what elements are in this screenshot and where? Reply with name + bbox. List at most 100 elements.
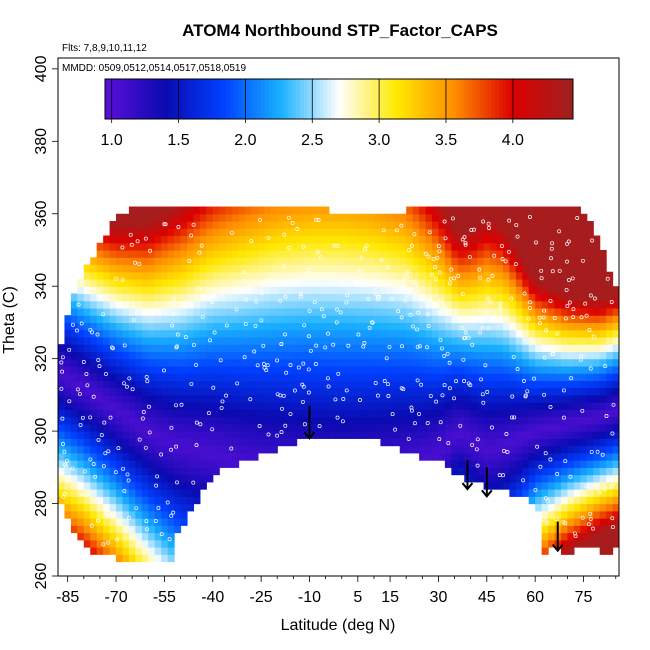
heatmap-cell — [309, 293, 317, 302]
heatmap-cell — [238, 394, 246, 403]
heatmap-cell — [167, 344, 175, 353]
heatmap-cell — [399, 213, 407, 222]
heatmap-cell — [167, 286, 175, 295]
heatmap-cell — [502, 257, 510, 266]
heatmap-cell — [206, 351, 214, 360]
heatmap-cell — [373, 278, 382, 287]
heatmap-cell — [406, 351, 414, 360]
heatmap-cell — [432, 235, 440, 244]
heatmap-cell — [354, 402, 362, 410]
heatmap-cell — [580, 257, 588, 266]
heatmap-cell — [612, 344, 619, 353]
observation-point — [67, 399, 72, 404]
heatmap-cell — [161, 373, 169, 381]
heatmap-cell — [322, 336, 330, 345]
heatmap-cell — [245, 344, 253, 353]
heatmap-cell — [515, 402, 523, 410]
observation-point — [279, 430, 284, 435]
heatmap-cell — [599, 402, 607, 410]
heatmap-cell — [83, 380, 91, 389]
heatmap-cell — [386, 423, 394, 432]
observation-point — [306, 367, 311, 372]
heatmap-cell — [225, 307, 233, 316]
heatmap-cell — [180, 489, 188, 497]
heatmap-cell — [257, 351, 265, 360]
heatmap-cell — [522, 452, 530, 461]
heatmap-cell — [567, 206, 575, 215]
heatmap-cell — [438, 242, 446, 251]
heatmap-cell — [573, 539, 581, 548]
observation-point — [246, 286, 251, 290]
observation-point — [141, 410, 146, 414]
heatmap-cell — [186, 394, 195, 403]
observation-point — [191, 222, 196, 227]
colorbar-segment — [136, 79, 141, 119]
colorbar-tick-label: 2.5 — [301, 132, 323, 149]
heatmap-cell — [393, 242, 401, 251]
colorbar-segment — [440, 79, 445, 119]
heatmap-cell — [206, 242, 214, 251]
heatmap-cell — [109, 503, 117, 512]
heatmap-cell — [199, 431, 207, 439]
heatmap-cell — [322, 257, 330, 266]
heatmap-cell — [335, 373, 343, 381]
heatmap-cell — [174, 315, 182, 324]
heatmap-cell — [96, 445, 104, 454]
heatmap-cell — [232, 445, 240, 454]
heatmap-cell — [161, 380, 169, 389]
heatmap-cell — [245, 278, 253, 287]
heatmap-cell — [219, 264, 227, 273]
heatmap-cell — [251, 351, 259, 360]
heatmap-cell — [167, 213, 175, 222]
heatmap-cell — [399, 438, 407, 447]
heatmap-cell — [599, 264, 607, 273]
heatmap-cell — [599, 438, 607, 447]
heatmap-cell — [593, 300, 601, 309]
colorbar-segment — [518, 79, 523, 119]
heatmap-cell — [264, 445, 272, 454]
observation-point — [419, 382, 424, 387]
heatmap-cell — [457, 213, 465, 222]
heatmap-cell — [593, 373, 601, 381]
heatmap-cell — [406, 394, 414, 403]
heatmap-cell — [451, 416, 459, 425]
heatmap-cell — [348, 336, 356, 345]
observation-point — [489, 425, 494, 430]
heatmap-cell — [483, 402, 491, 410]
heatmap-cell — [341, 409, 349, 418]
heatmap-cell — [128, 489, 136, 497]
heatmap-cell — [380, 242, 388, 251]
observation-point — [409, 243, 414, 248]
heatmap-cell — [348, 373, 356, 381]
heatmap-cell — [103, 394, 111, 403]
heatmap-cell — [154, 351, 162, 360]
colorbar-segment — [167, 79, 172, 119]
heatmap-cell — [406, 445, 414, 454]
heatmap-cell — [245, 365, 253, 374]
heatmap-cell — [367, 286, 375, 295]
heatmap-cell — [470, 271, 478, 280]
heatmap-cell — [560, 336, 569, 345]
observation-point — [346, 343, 351, 348]
heatmap-cell — [257, 373, 265, 381]
observation-point — [555, 331, 560, 336]
heatmap-cell — [586, 496, 594, 505]
heatmap-cell — [232, 365, 240, 374]
observation-point — [93, 474, 98, 479]
observation-point — [446, 441, 451, 446]
heatmap-cell — [470, 474, 478, 483]
observation-point — [393, 427, 398, 432]
heatmap-cell — [567, 423, 575, 432]
colorbar-segment — [175, 79, 180, 119]
heatmap-cell — [593, 322, 601, 331]
heatmap-cell — [245, 336, 253, 345]
heatmap-cell — [419, 264, 427, 273]
heatmap-cell — [64, 351, 72, 360]
heatmap-cell — [70, 460, 78, 468]
heatmap-cell — [122, 365, 130, 374]
heatmap-cell — [451, 358, 459, 367]
heatmap-cell — [522, 322, 530, 331]
heatmap-cell — [199, 235, 207, 244]
heatmap-cell — [477, 460, 485, 468]
heatmap-cell — [412, 235, 420, 244]
